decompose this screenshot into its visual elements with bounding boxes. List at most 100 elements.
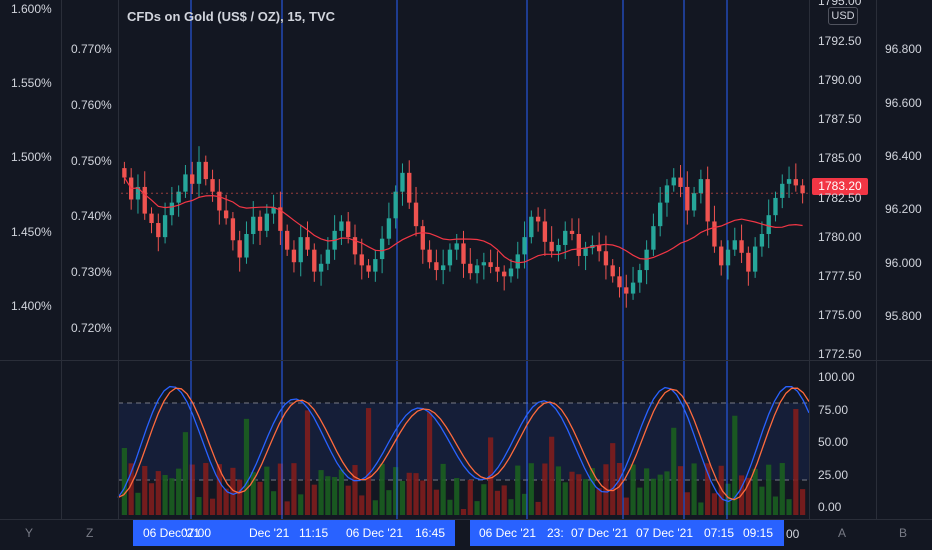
volume-bar	[644, 468, 650, 515]
candle-body	[420, 226, 425, 250]
price-scale-tick: 1787.50	[818, 112, 862, 126]
left-scale-divider-2	[118, 0, 119, 520]
candle-body	[786, 179, 792, 184]
price-pane-divider[interactable]	[0, 360, 932, 361]
volume-bar	[345, 485, 351, 515]
time-axis-highlight-1[interactable]: 06 Dec '21 07:00 Dec '21 11:15 06 Dec '2…	[133, 520, 455, 546]
volume-bar	[196, 497, 202, 515]
volume-bar	[338, 469, 345, 515]
volume-bar	[250, 472, 256, 515]
candle-body	[773, 197, 778, 216]
price-scale-tick: 1782.50	[818, 191, 862, 205]
candle-body	[339, 221, 344, 231]
volume-bar	[189, 464, 195, 515]
left-scale-2-tick: 0.730%	[71, 265, 112, 279]
volume-bar	[759, 486, 765, 515]
price-scale-tick: 1775.00	[818, 308, 862, 322]
candle-body	[176, 191, 181, 203]
candle-body	[508, 268, 514, 277]
time-label-tail: 00	[786, 527, 800, 541]
volume-bar	[142, 465, 148, 515]
candle-body	[298, 237, 303, 263]
candle-body	[800, 185, 805, 194]
candle-body	[434, 262, 439, 271]
right-scale-tick: 96.200	[885, 202, 922, 216]
candle-body	[624, 287, 629, 294]
volume-bar	[474, 501, 480, 515]
volume-bar	[528, 463, 534, 515]
candle-body	[271, 207, 276, 214]
volume-bar	[589, 468, 595, 515]
volume-bar	[657, 474, 663, 515]
price-scale-tick: 1780.00	[818, 230, 862, 244]
candle-body	[183, 174, 188, 192]
volume-bar	[426, 412, 433, 515]
moving-average-line	[123, 177, 803, 264]
candle-body	[617, 276, 622, 288]
volume-bar	[148, 483, 155, 515]
volume-bar	[243, 418, 250, 515]
candle-body	[461, 243, 466, 264]
candle-body	[196, 161, 202, 184]
right-scale-divider-1	[809, 0, 810, 520]
volume-bar	[610, 443, 616, 515]
candle-body	[502, 271, 507, 277]
volume-bar	[630, 464, 636, 515]
volume-bar	[664, 471, 670, 515]
candle-body	[237, 240, 242, 258]
candle-body	[142, 186, 147, 214]
volume-bar	[311, 484, 317, 515]
left-scale-2-tick: 0.720%	[71, 321, 112, 335]
volume-bar	[650, 478, 656, 515]
scale-button-z[interactable]: Z	[86, 526, 94, 540]
volume-bar	[182, 432, 189, 515]
volume-bar	[413, 473, 419, 515]
volume-bar	[223, 488, 229, 515]
volume-bar	[542, 463, 548, 515]
volume-bar	[521, 493, 528, 515]
volume-bar	[467, 479, 473, 515]
price-scale-tick: 1777.50	[818, 269, 862, 283]
volume-bar	[440, 463, 446, 515]
volume-bar	[264, 466, 270, 515]
volume-bar	[155, 471, 161, 515]
volume-bar	[705, 463, 711, 515]
candle-body	[515, 254, 520, 269]
volume-bar	[779, 463, 785, 515]
volume-bar	[379, 463, 385, 515]
volume-bar	[711, 493, 718, 515]
candle-body	[793, 179, 798, 186]
left-scale-2-tick: 0.740%	[71, 209, 112, 223]
candle-body	[284, 230, 290, 250]
currency-button[interactable]: USD	[828, 7, 858, 25]
candle-body	[732, 240, 737, 250]
scale-button-a[interactable]: A	[838, 526, 847, 540]
scale-button-y[interactable]: Y	[25, 526, 34, 540]
volume-bar	[671, 427, 677, 515]
volume-bar	[277, 463, 283, 515]
chart-title: CFDs on Gold (US$ / OZ), 15, TVC	[127, 9, 336, 24]
price-scale-tick: 1785.00	[818, 151, 862, 165]
volume-bar	[623, 497, 629, 515]
candle-body	[474, 265, 480, 274]
volume-bar	[359, 495, 365, 515]
candle-body	[759, 233, 765, 247]
candle-body	[766, 215, 771, 234]
right-scale-tick: 96.000	[885, 256, 922, 270]
candle-body	[644, 249, 649, 271]
volume-bar	[433, 489, 439, 515]
candle-body	[447, 249, 453, 266]
volume-bar	[515, 465, 521, 515]
time-axis-divider	[0, 519, 932, 520]
time-axis-highlight-2[interactable]: 06 Dec '21 23: 07 Dec '21 07 Dec '21 07:…	[470, 520, 784, 546]
left-scale-1-tick: 1.400%	[11, 299, 52, 313]
volume-bar	[637, 487, 643, 515]
candle-body	[257, 216, 263, 231]
time-label: 06 Dec '21	[479, 526, 536, 540]
candle-body	[413, 202, 419, 227]
candle-body	[291, 249, 297, 263]
scale-button-b[interactable]: B	[899, 526, 908, 540]
volume-bar	[725, 483, 731, 515]
volume-bar	[332, 477, 338, 515]
